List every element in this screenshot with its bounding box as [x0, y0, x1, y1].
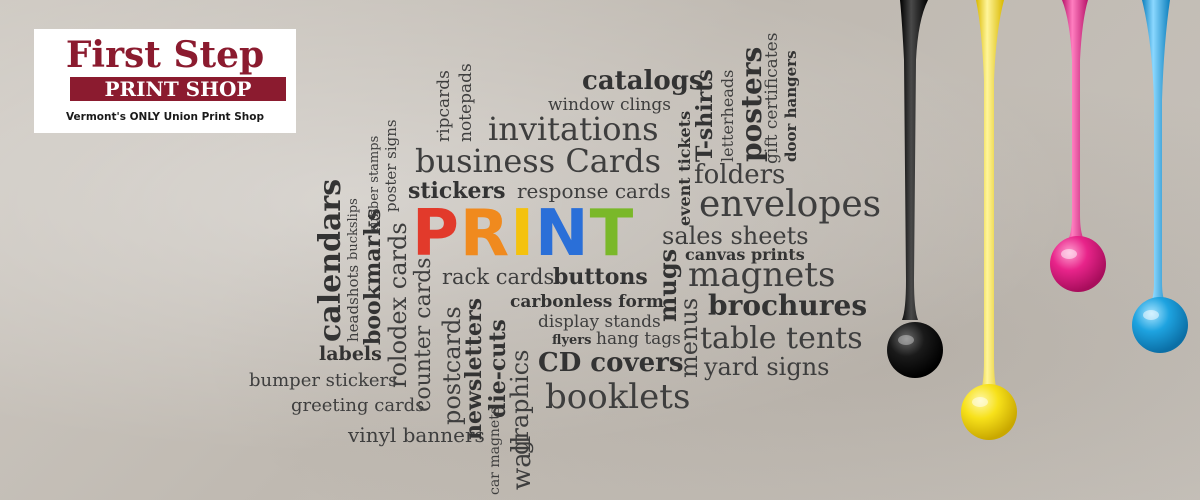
word-car-magnets: car magnets: [487, 406, 503, 495]
black-ink-drip: [887, 0, 943, 378]
print-letter-i: I: [510, 197, 535, 271]
word-cd-covers: CD covers: [538, 348, 684, 378]
print-letter-n: N: [535, 197, 590, 271]
word-t-shirts: T-shirts: [692, 69, 718, 162]
word-newsletters: newsletters: [461, 298, 487, 440]
word-poster-signs: poster signs: [382, 119, 400, 212]
word-booklets: booklets: [545, 377, 691, 417]
word-table-tents: table tents: [700, 321, 863, 356]
word-menus: menus: [675, 297, 703, 378]
cyan-ink-drip: [1132, 0, 1188, 353]
magenta-ink-drip: [1050, 0, 1106, 292]
word-counter-cards: counter cards: [411, 257, 436, 412]
word-envelopes: envelopes: [699, 184, 882, 225]
word-stickers: stickers: [408, 178, 506, 204]
word-buckslips: buckslips: [346, 198, 361, 260]
word-notepads: notepads: [456, 63, 476, 142]
word-sales-sheets: sales sheets: [662, 222, 809, 250]
print-letter-p: P: [412, 197, 460, 271]
word-calendars: calendars: [313, 178, 348, 342]
ink-drips-illustration: [887, 0, 1188, 440]
word-event-tickets: event tickets: [675, 110, 694, 226]
word-rack-cards: rack cards: [442, 265, 555, 289]
word-window-clings: window clings: [548, 95, 671, 115]
word-buttons: buttons: [553, 264, 648, 290]
word-magnets: magnets: [688, 255, 836, 295]
word-gift-certificates: gift certificates: [762, 32, 782, 164]
word-bumper-stickers: bumper stickers: [249, 370, 398, 391]
word-display-stands: display stands: [538, 312, 661, 332]
print-word: PRINT: [412, 202, 634, 266]
word-vinyl-banners: vinyl banners: [348, 423, 485, 447]
word-door-hangers: door hangers: [782, 50, 800, 162]
word-headshots: headshots: [344, 264, 362, 342]
word-folders: folders: [694, 160, 786, 190]
word-hang-tags: hang tags: [596, 329, 681, 349]
word-yard-signs: yard signs: [704, 353, 830, 381]
word-wall: wall: [507, 435, 537, 490]
word-catalogs: catalogs: [582, 66, 704, 96]
word-greeting-cards: greeting cards: [291, 395, 425, 416]
word-labels: labels: [319, 343, 382, 365]
word-invitations: invitations: [488, 110, 659, 148]
word-business-cards: business Cards: [415, 142, 662, 180]
logo[interactable]: First Step PRINT SHOP Vermont's ONLY Uni…: [34, 29, 296, 133]
logo-title: First Step: [65, 34, 265, 76]
word-ripcards: ripcards: [434, 70, 454, 142]
word-carbonless-form: carbonless form: [510, 292, 664, 312]
word-rolodex-cards: rolodex cards: [384, 222, 412, 388]
print-letter-r: R: [459, 197, 511, 271]
print-letter-t: T: [589, 197, 635, 271]
word-letterheads: letterheads: [718, 69, 737, 162]
word-response-cards: response cards: [517, 179, 671, 203]
logo-tagline: Vermont's ONLY Union Print Shop: [66, 111, 264, 123]
word-flyers: flyers: [552, 333, 592, 348]
word-brochures: brochures: [708, 289, 868, 322]
word-canvas-prints: canvas prints: [685, 245, 805, 264]
yellow-ink-drip: [961, 0, 1017, 440]
word-rubber-stamps: rubber stamps: [367, 135, 382, 232]
logo-band: PRINT SHOP: [70, 77, 286, 101]
